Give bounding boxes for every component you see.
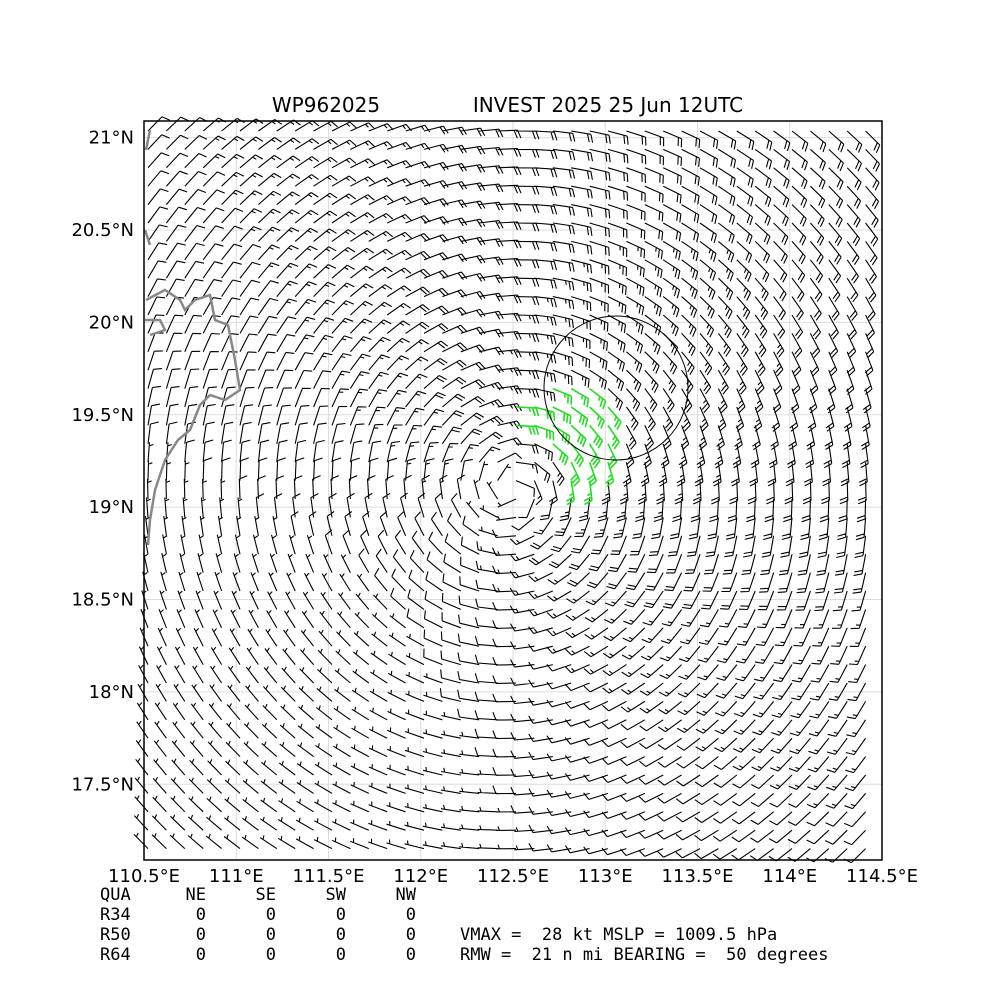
table-header: QUA [100, 885, 131, 905]
table-cell: 0 [266, 945, 276, 965]
y-tick-label: 21°N [89, 128, 134, 149]
x-tick-label: 112°E [393, 866, 448, 887]
table-cell: 0 [406, 945, 416, 965]
table-cell: 0 [406, 905, 416, 925]
table-cell: 0 [406, 925, 416, 945]
x-tick-label: 113°E [578, 866, 633, 887]
table-header: NE [186, 885, 206, 905]
y-tick-label: 19.5°N [71, 405, 134, 426]
rmw-circle [543, 315, 689, 461]
table-header: NW [396, 885, 417, 905]
x-tick-label: 111°E [209, 866, 264, 887]
table-cell: 0 [196, 905, 206, 925]
table-cell: R34 [100, 905, 131, 925]
stats-line: VMAX = 28 kt MSLP = 1009.5 hPa [460, 925, 777, 945]
x-tick-label: 110.5°E [108, 866, 180, 887]
table-header: SW [326, 885, 347, 905]
x-tick-label: 111.5°E [293, 866, 365, 887]
y-tick-label: 18°N [89, 682, 134, 703]
table-header: SE [256, 885, 276, 905]
table-cell: 0 [266, 925, 276, 945]
table-cell: 0 [196, 945, 206, 965]
table-cell: R50 [100, 925, 131, 945]
table-cell: 0 [336, 905, 346, 925]
x-tick-label: 112.5°E [477, 866, 549, 887]
x-tick-label: 113.5°E [662, 866, 734, 887]
wind-barbs [133, 116, 881, 864]
title-right: INVEST 2025 25 Jun 12UTC [473, 93, 743, 117]
table-cell: 0 [196, 925, 206, 945]
table-cell: 0 [336, 925, 346, 945]
plot-frame [143, 120, 883, 861]
y-tick-label: 17.5°N [71, 774, 134, 795]
y-tick-label: 20.5°N [71, 220, 134, 241]
x-tick-label: 114.5°E [846, 866, 918, 887]
wind-barbs-strong [515, 387, 622, 506]
x-tick-label: 114°E [762, 866, 817, 887]
y-tick-label: 20°N [89, 312, 134, 333]
table-cell: R64 [100, 945, 131, 965]
stats-line: RMW = 21 n mi BEARING = 50 degrees [460, 945, 828, 965]
table-cell: 0 [336, 945, 346, 965]
title-left: WP962025 [272, 93, 380, 117]
table-cell: 0 [266, 905, 276, 925]
y-tick-label: 18.5°N [71, 590, 134, 611]
y-tick-label: 19°N [89, 497, 134, 518]
plot-area [133, 116, 883, 864]
coastline [143, 129, 242, 546]
